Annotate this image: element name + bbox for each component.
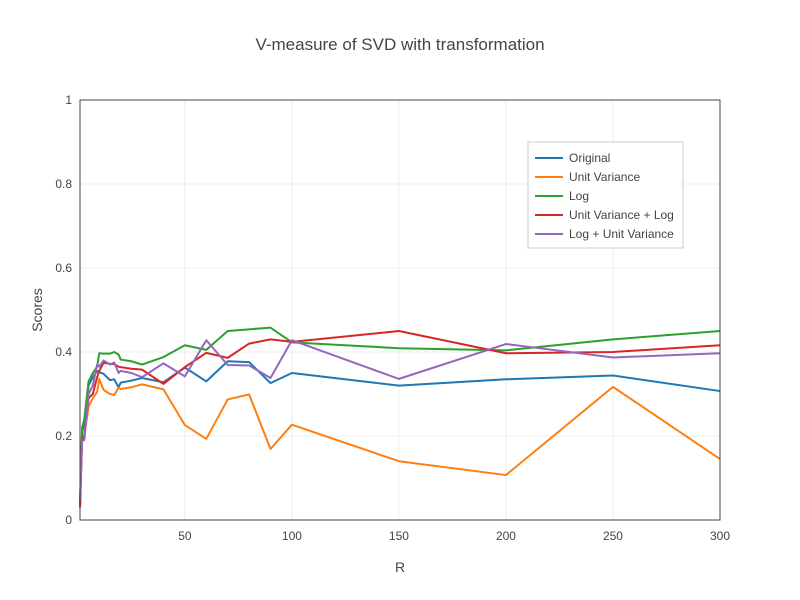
series-line-unit-variance [79,377,721,508]
chart-title: V-measure of SVD with transformation [255,35,544,54]
x-axis-label: R [395,559,405,575]
legend: Original Unit Variance Log Unit Variance + … [527,141,684,249]
x-tick-label: 300 [710,529,730,543]
y-tick-label: 1 [65,93,72,107]
series-line-log-unit-variance [79,339,721,500]
legend-label-unit-variance-log: Unit Variance + Log [569,208,674,222]
x-tick-label: 200 [496,529,516,543]
series-lines [79,326,721,508]
legend-label-original: Original [569,151,610,165]
series-line-log [79,326,721,504]
tick-labels: 50 100 150 200 250 300 0 0.2 0.4 0.6 0.8 1 [55,93,730,543]
y-axis-label: Scores [29,288,45,332]
x-tick-label: 100 [282,529,302,543]
y-tick-label: 0 [65,513,72,527]
x-tick-label: 150 [389,529,409,543]
series-line-original [79,360,721,508]
legend-label-log-unit-variance: Log + Unit Variance [569,227,674,241]
x-tick-label: 250 [603,529,623,543]
legend-label-unit-variance: Unit Variance [569,170,640,184]
legend-label-log: Log [569,189,589,203]
y-tick-label: 0.6 [55,261,72,275]
x-tick-label: 50 [178,529,192,543]
y-tick-label: 0.4 [55,345,72,359]
plot-frame [79,99,721,521]
y-tick-label: 0.8 [55,177,72,191]
y-tick-label: 0.2 [55,429,72,443]
